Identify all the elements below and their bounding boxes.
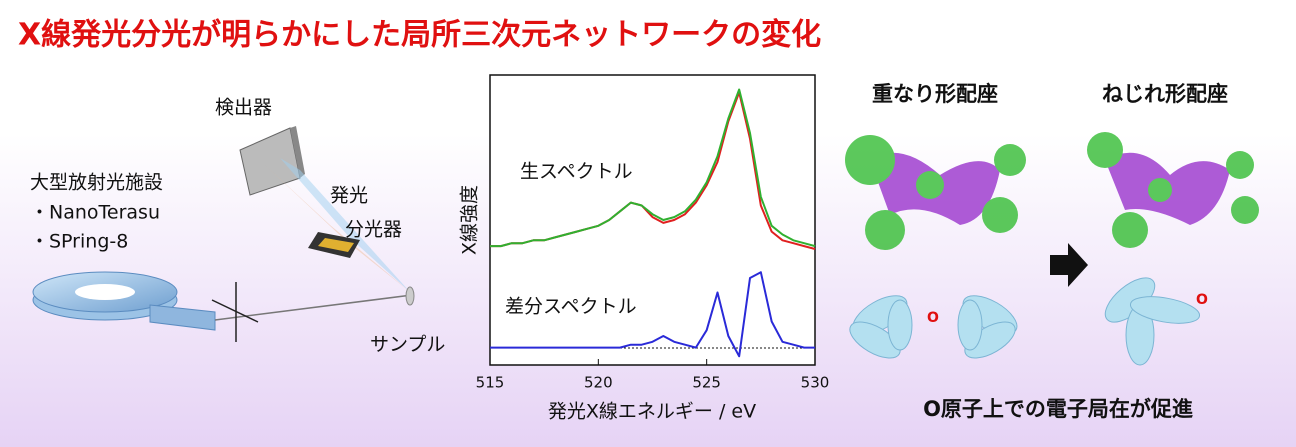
conformer-label: ねじれ形配座	[1102, 82, 1228, 106]
detector-label: 検出器	[215, 97, 272, 119]
x-tick-label: 515	[476, 374, 505, 392]
atom-label: O	[927, 310, 939, 326]
x-axis-label: 発光X線エネルギー / eV	[548, 401, 756, 423]
setup-illustration	[32, 126, 415, 342]
spectrometer-label: 分光器	[345, 219, 402, 241]
facility-item: ・NanoTerasu	[30, 202, 160, 224]
x-tick-label: 525	[692, 374, 721, 392]
arrow	[1050, 243, 1088, 287]
molecule-lobes	[849, 277, 1201, 366]
conformer-label: 重なり形配座	[872, 82, 998, 106]
sample-label: サンプル	[370, 334, 445, 356]
molecule-orbital	[845, 132, 1259, 250]
spectrometer-label: 発光	[330, 185, 368, 207]
title: X線発光分光が明らかにした局所三次元ネットワークの変化	[18, 18, 821, 53]
facility-item: ・SPring-8	[30, 231, 128, 253]
plot-frame	[489, 74, 816, 366]
annotation: 生スペクトル	[520, 161, 633, 183]
x-tick-label: 530	[801, 374, 830, 392]
series-line	[490, 88, 816, 248]
atom-label: O	[1196, 292, 1208, 308]
annotation: 差分スペクトル	[505, 296, 637, 318]
x-tick-label: 520	[584, 374, 613, 392]
y-axis-label: X線強度	[459, 185, 481, 255]
conclusion: O原子上での電子局在が促進	[923, 397, 1193, 421]
series-line	[490, 271, 815, 358]
facility-label: 大型放射光施設	[30, 172, 163, 194]
